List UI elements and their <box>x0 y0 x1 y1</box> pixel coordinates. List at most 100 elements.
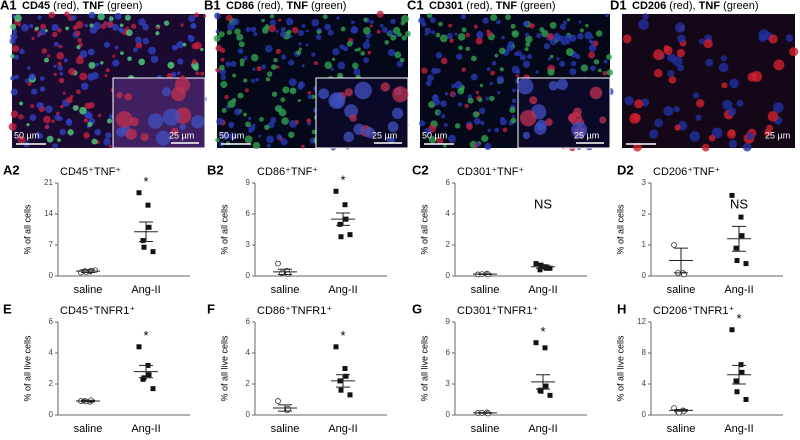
cell <box>103 41 111 48</box>
chart-title: CD301⁺TNFR1⁺ <box>457 305 538 317</box>
annotation: * <box>340 173 345 188</box>
cell <box>239 58 245 64</box>
y-tick-label: 2 <box>642 209 647 218</box>
cell <box>432 93 438 99</box>
cell <box>89 26 98 34</box>
cell <box>460 13 467 20</box>
cell <box>529 23 535 29</box>
cell <box>280 26 286 32</box>
inset-scale-label: 25 µm <box>574 130 599 140</box>
cell <box>256 66 262 72</box>
cell <box>44 124 50 130</box>
cell <box>234 108 242 116</box>
chart-title: CD86⁺TNF⁺ <box>257 166 318 178</box>
y-axis-label: % of all cells <box>419 204 429 255</box>
cell <box>464 103 469 109</box>
cell <box>589 40 594 45</box>
cell <box>97 13 105 21</box>
cell <box>502 127 508 133</box>
y-tick-label: 2 <box>446 240 451 249</box>
cell <box>519 109 537 127</box>
cell <box>472 111 480 118</box>
cell <box>238 41 245 48</box>
cell <box>138 58 146 66</box>
cell <box>311 18 320 27</box>
cell <box>363 17 368 23</box>
cell <box>289 87 297 95</box>
cell <box>337 61 346 70</box>
cell <box>490 70 495 76</box>
cell <box>311 52 316 57</box>
cell <box>505 14 511 21</box>
cell <box>31 88 38 95</box>
cell <box>10 110 19 118</box>
cell <box>772 102 784 113</box>
data-point <box>543 383 549 389</box>
cell <box>446 32 453 40</box>
cell <box>547 57 552 61</box>
cell <box>88 61 96 69</box>
panel-label: D1 <box>610 0 627 12</box>
error-bar <box>674 247 688 274</box>
cell <box>460 87 464 91</box>
error-bar <box>81 399 95 403</box>
cell <box>39 86 46 92</box>
cell <box>486 30 493 37</box>
panel-label: B1 <box>204 0 221 12</box>
cell <box>63 58 68 63</box>
data-point <box>275 260 281 267</box>
cell <box>71 15 77 21</box>
cell <box>237 92 244 99</box>
cell <box>225 61 231 67</box>
cell <box>286 29 292 35</box>
cell <box>588 51 596 59</box>
cell <box>343 131 355 143</box>
cell <box>490 14 498 22</box>
y-tick-label: 3 <box>446 379 451 388</box>
cell <box>265 44 273 53</box>
data-point <box>338 234 344 240</box>
cell <box>512 31 517 36</box>
cell <box>654 118 664 128</box>
cell <box>119 23 124 28</box>
cell <box>8 122 17 131</box>
cell <box>195 71 200 76</box>
cell <box>120 51 124 56</box>
cell <box>194 12 199 18</box>
cell <box>431 30 435 35</box>
y-tick-label: 4 <box>446 209 451 218</box>
cell <box>566 18 571 22</box>
cell <box>305 43 309 47</box>
cell <box>742 142 752 152</box>
cell <box>324 23 332 31</box>
data-point <box>542 345 548 351</box>
cell <box>593 59 600 65</box>
cell <box>53 72 57 77</box>
cell <box>764 129 772 137</box>
cell <box>252 67 256 71</box>
cell <box>83 118 89 123</box>
cell <box>387 49 396 57</box>
cell <box>306 118 312 123</box>
cell <box>477 97 483 103</box>
cell <box>64 11 70 17</box>
cell <box>251 78 256 83</box>
cell <box>441 114 446 119</box>
data-point <box>733 378 739 384</box>
cell <box>27 81 32 86</box>
cell <box>701 143 710 152</box>
cell <box>232 18 240 26</box>
cell <box>653 49 665 61</box>
cell <box>722 99 733 111</box>
cell <box>438 21 443 27</box>
x-tick-label: Ang-II <box>131 423 160 435</box>
data-point <box>729 192 735 198</box>
cell <box>549 21 557 29</box>
cell <box>376 29 381 34</box>
y-tick-label: 0 <box>49 410 54 419</box>
cell <box>667 69 675 78</box>
cell <box>244 88 249 93</box>
cell <box>574 53 581 60</box>
data-point <box>743 397 749 402</box>
cell <box>436 137 444 145</box>
